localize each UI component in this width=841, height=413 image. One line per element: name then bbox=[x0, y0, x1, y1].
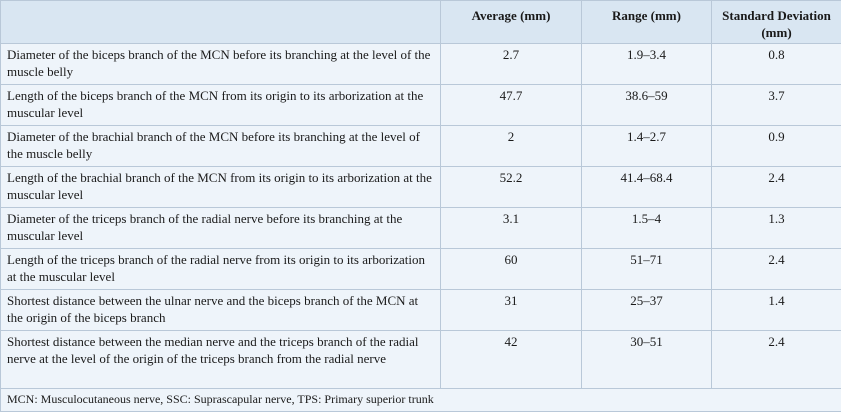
row-label: Diameter of the brachial branch of the M… bbox=[0, 125, 441, 167]
table-footnote: MCN: Musculocutaneous nerve, SSC: Supras… bbox=[0, 388, 841, 412]
row-sd: 2.4 bbox=[711, 166, 841, 208]
row-range: 38.6–59 bbox=[581, 84, 712, 126]
row-average: 2 bbox=[440, 125, 582, 167]
table-row: Length of the brachial branch of the MCN… bbox=[0, 166, 841, 208]
row-average: 52.2 bbox=[440, 166, 582, 208]
row-label: Length of the triceps branch of the radi… bbox=[0, 248, 441, 290]
row-average: 3.1 bbox=[440, 207, 582, 249]
row-range: 1.9–3.4 bbox=[581, 43, 712, 85]
row-label: Diameter of the biceps branch of the MCN… bbox=[0, 43, 441, 85]
table-row: Length of the biceps branch of the MCN f… bbox=[0, 84, 841, 126]
footnote-row: MCN: Musculocutaneous nerve, SSC: Supras… bbox=[0, 388, 841, 412]
row-sd: 2.4 bbox=[711, 248, 841, 290]
row-label: Length of the brachial branch of the MCN… bbox=[0, 166, 441, 208]
header-blank bbox=[0, 0, 441, 44]
row-range: 51–71 bbox=[581, 248, 712, 290]
row-label: Shortest distance between the ulnar nerv… bbox=[0, 289, 441, 331]
row-sd: 0.8 bbox=[711, 43, 841, 85]
header-range: Range (mm) bbox=[581, 0, 712, 44]
table-row: Diameter of the triceps branch of the ra… bbox=[0, 207, 841, 249]
row-average: 31 bbox=[440, 289, 582, 331]
row-average: 60 bbox=[440, 248, 582, 290]
row-range: 1.4–2.7 bbox=[581, 125, 712, 167]
row-average: 47.7 bbox=[440, 84, 582, 126]
header-row: Average (mm) Range (mm) Standard Deviati… bbox=[0, 0, 841, 44]
row-label: Diameter of the triceps branch of the ra… bbox=[0, 207, 441, 249]
table-row: Shortest distance between the median ner… bbox=[0, 330, 841, 389]
row-average: 2.7 bbox=[440, 43, 582, 85]
table-row: Diameter of the biceps branch of the MCN… bbox=[0, 43, 841, 85]
header-standard-deviation: Standard Deviation (mm) bbox=[711, 0, 841, 44]
row-average: 42 bbox=[440, 330, 582, 389]
row-sd: 1.4 bbox=[711, 289, 841, 331]
table-row: Length of the triceps branch of the radi… bbox=[0, 248, 841, 290]
row-sd: 1.3 bbox=[711, 207, 841, 249]
row-sd: 0.9 bbox=[711, 125, 841, 167]
row-sd: 3.7 bbox=[711, 84, 841, 126]
row-range: 25–37 bbox=[581, 289, 712, 331]
table-row: Diameter of the brachial branch of the M… bbox=[0, 125, 841, 167]
table-row: Shortest distance between the ulnar nerv… bbox=[0, 289, 841, 331]
row-range: 1.5–4 bbox=[581, 207, 712, 249]
row-label: Shortest distance between the median ner… bbox=[0, 330, 441, 389]
row-label: Length of the biceps branch of the MCN f… bbox=[0, 84, 441, 126]
row-range: 30–51 bbox=[581, 330, 712, 389]
row-sd: 2.4 bbox=[711, 330, 841, 389]
row-range: 41.4–68.4 bbox=[581, 166, 712, 208]
header-average: Average (mm) bbox=[440, 0, 582, 44]
